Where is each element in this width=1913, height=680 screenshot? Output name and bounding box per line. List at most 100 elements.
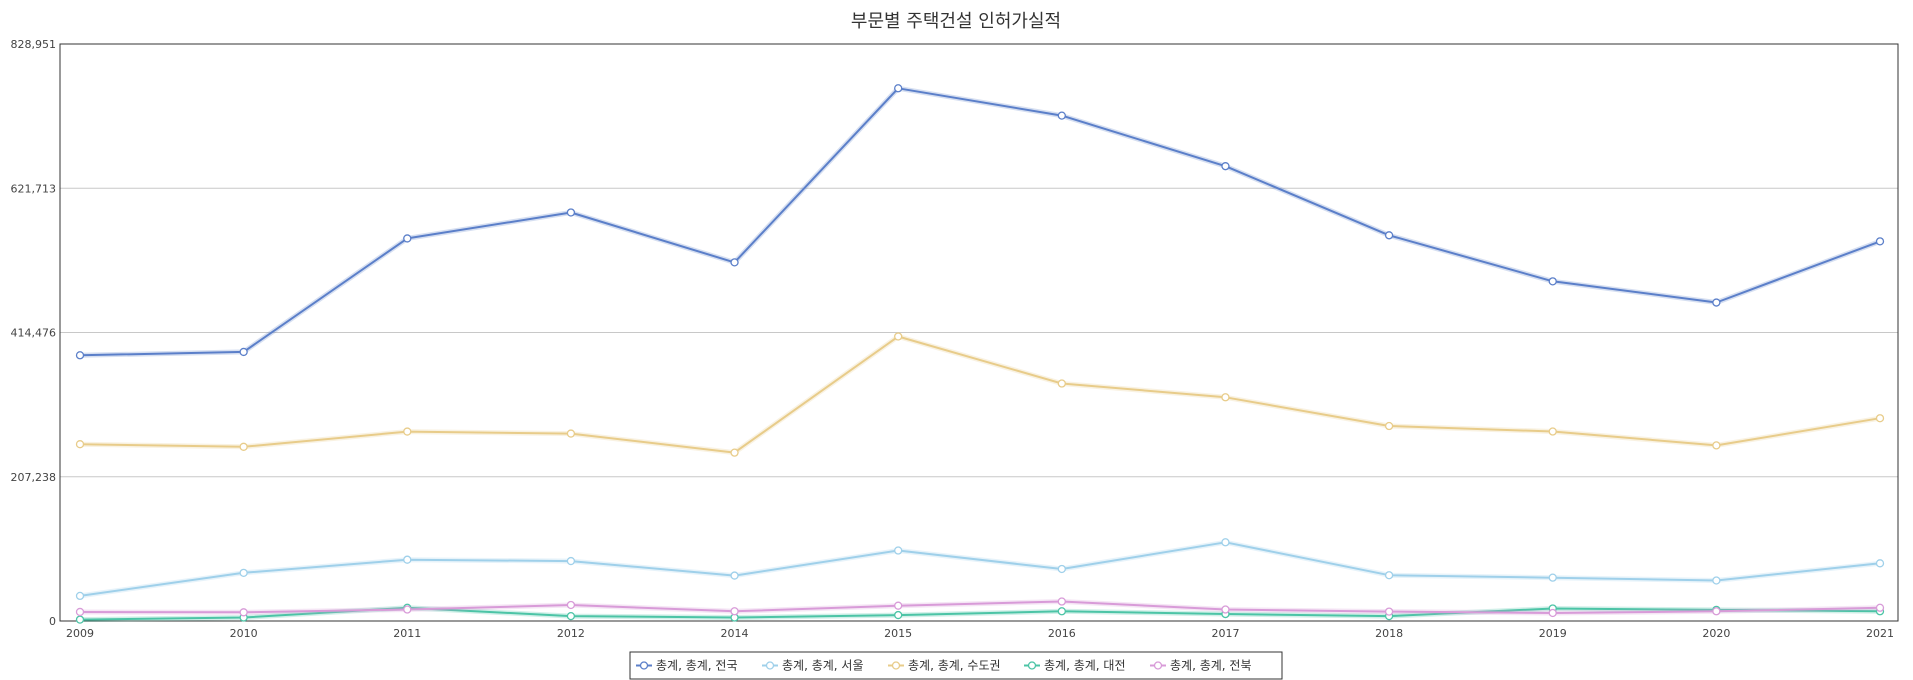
grid bbox=[60, 187, 1898, 478]
data-point bbox=[1384, 231, 1394, 240]
legend-box bbox=[629, 651, 1283, 680]
series-line bbox=[79, 600, 1881, 614]
data-point bbox=[1875, 559, 1885, 568]
legend-marker bbox=[639, 661, 649, 670]
data-point bbox=[1875, 603, 1885, 612]
legend-marker bbox=[765, 661, 775, 670]
x-tick-label: 2017 bbox=[1211, 627, 1239, 640]
data-point bbox=[239, 442, 248, 451]
x-tick-label: 2010 bbox=[230, 627, 258, 640]
data-point bbox=[403, 427, 412, 436]
x-tick-label: 2012 bbox=[557, 627, 585, 640]
data-point bbox=[894, 332, 903, 341]
series-line-shadow bbox=[79, 334, 1881, 456]
data-point bbox=[1548, 277, 1557, 286]
data-point bbox=[566, 429, 576, 438]
y-tick-label: 207,238 bbox=[11, 471, 57, 484]
data-point bbox=[1384, 571, 1394, 580]
data-point bbox=[239, 608, 248, 617]
x-tick-label: 2019 bbox=[1539, 627, 1567, 640]
legend-label: 총계, 총계, 수도권 bbox=[908, 659, 1001, 673]
data-point bbox=[894, 546, 903, 555]
data-point bbox=[1057, 379, 1066, 388]
x-tick-label: 2016 bbox=[1048, 627, 1076, 640]
x-tick-label: 2020 bbox=[1702, 627, 1730, 640]
data-point bbox=[566, 600, 576, 610]
series-group bbox=[75, 84, 1885, 624]
series-line-shadow bbox=[79, 85, 1881, 358]
data-point bbox=[1221, 605, 1230, 614]
data-point bbox=[239, 568, 248, 577]
data-point bbox=[1384, 607, 1394, 616]
data-point bbox=[1384, 421, 1394, 431]
data-point bbox=[403, 555, 412, 564]
data-point bbox=[566, 208, 576, 217]
x-tick-label: 2009 bbox=[66, 627, 94, 640]
y-tick-label: 828,951 bbox=[11, 38, 57, 51]
data-point bbox=[730, 607, 739, 616]
series-2 bbox=[75, 538, 1885, 601]
data-point bbox=[1548, 573, 1557, 582]
data-point bbox=[1221, 538, 1230, 547]
data-point bbox=[894, 84, 903, 93]
data-point bbox=[1548, 608, 1557, 618]
series-1 bbox=[75, 84, 1885, 360]
data-point bbox=[1712, 607, 1721, 616]
legend-item: 총계, 총계, 전국 bbox=[636, 659, 738, 673]
data-point bbox=[730, 258, 739, 267]
x-tick-label: 2011 bbox=[393, 627, 421, 640]
data-point bbox=[1221, 393, 1230, 402]
y-axis: 0 207,238 414,476 621,713 828,951 bbox=[11, 38, 57, 628]
data-point bbox=[566, 556, 576, 566]
series-line-shadow bbox=[79, 539, 1881, 599]
legend-item: 총계, 총계, 수도권 bbox=[888, 659, 1001, 673]
y-tick-label: 621,713 bbox=[11, 182, 57, 195]
data-point bbox=[1712, 298, 1721, 307]
series-3 bbox=[75, 332, 1885, 457]
data-point bbox=[75, 607, 85, 617]
data-point bbox=[75, 440, 85, 449]
x-tick-label: 2018 bbox=[1375, 627, 1403, 640]
data-point bbox=[75, 615, 85, 624]
data-point bbox=[1712, 576, 1721, 585]
legend-item: 총계, 총계, 대전 bbox=[1024, 659, 1126, 673]
legend-label: 총계, 총계, 전북 bbox=[1170, 659, 1252, 673]
legend-item: 총계, 총계, 전북 bbox=[1150, 659, 1252, 673]
x-tick-label: 2014 bbox=[721, 627, 749, 640]
legend: 총계, 총계, 전국 총계, 총계, 서울 총계, 총계, 수도권 총계, 총계, 대… bbox=[629, 651, 1283, 680]
data-point bbox=[566, 611, 576, 621]
data-point bbox=[239, 347, 248, 357]
data-point bbox=[894, 610, 903, 620]
data-point bbox=[1875, 237, 1885, 246]
series-5 bbox=[75, 597, 1885, 618]
chart-title: 부문별 주택건설 인허가실적 bbox=[851, 11, 1061, 32]
x-tick-label: 2015 bbox=[884, 627, 912, 640]
plot-area bbox=[59, 43, 1899, 622]
x-axis: 2009 2010 2011 2012 2014 2015 2016 2017 2018 2019… bbox=[66, 627, 1894, 640]
legend-marker bbox=[1153, 661, 1163, 670]
data-point bbox=[403, 605, 412, 614]
data-point bbox=[730, 448, 739, 457]
data-point bbox=[730, 571, 739, 580]
data-point bbox=[1712, 441, 1721, 450]
legend-marker bbox=[891, 661, 901, 670]
data-point bbox=[1548, 427, 1557, 436]
y-tick-label: 414,476 bbox=[11, 327, 57, 340]
data-point bbox=[75, 351, 85, 360]
data-point bbox=[894, 601, 903, 610]
y-tick-label: 0 bbox=[49, 615, 56, 628]
data-point bbox=[1057, 111, 1066, 120]
legend-label: 총계, 총계, 대전 bbox=[1044, 659, 1126, 673]
data-point bbox=[1875, 414, 1885, 423]
legend-marker bbox=[1027, 661, 1037, 670]
series-line bbox=[79, 541, 1881, 597]
series-line bbox=[79, 335, 1881, 454]
data-point bbox=[403, 234, 412, 243]
legend-label: 총계, 총계, 서울 bbox=[782, 659, 864, 673]
legend-item: 총계, 총계, 서울 bbox=[762, 659, 864, 673]
legend-label: 총계, 총계, 전국 bbox=[656, 659, 738, 673]
series-line bbox=[79, 87, 1881, 357]
x-tick-label: 2021 bbox=[1866, 627, 1894, 640]
